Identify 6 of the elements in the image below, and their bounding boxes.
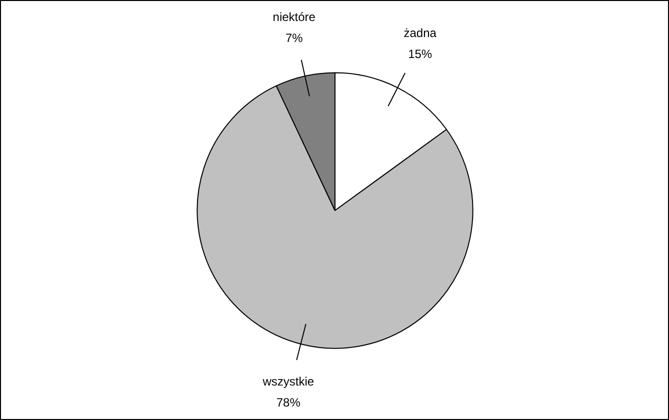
data-label: 78% [276,396,301,410]
data-label: 15% [408,47,432,62]
slice-label: wszystkie [262,374,314,389]
slice-label: żadna [404,26,437,40]
slice-label: niektóre [272,10,316,24]
data-label: 7% [285,31,304,46]
